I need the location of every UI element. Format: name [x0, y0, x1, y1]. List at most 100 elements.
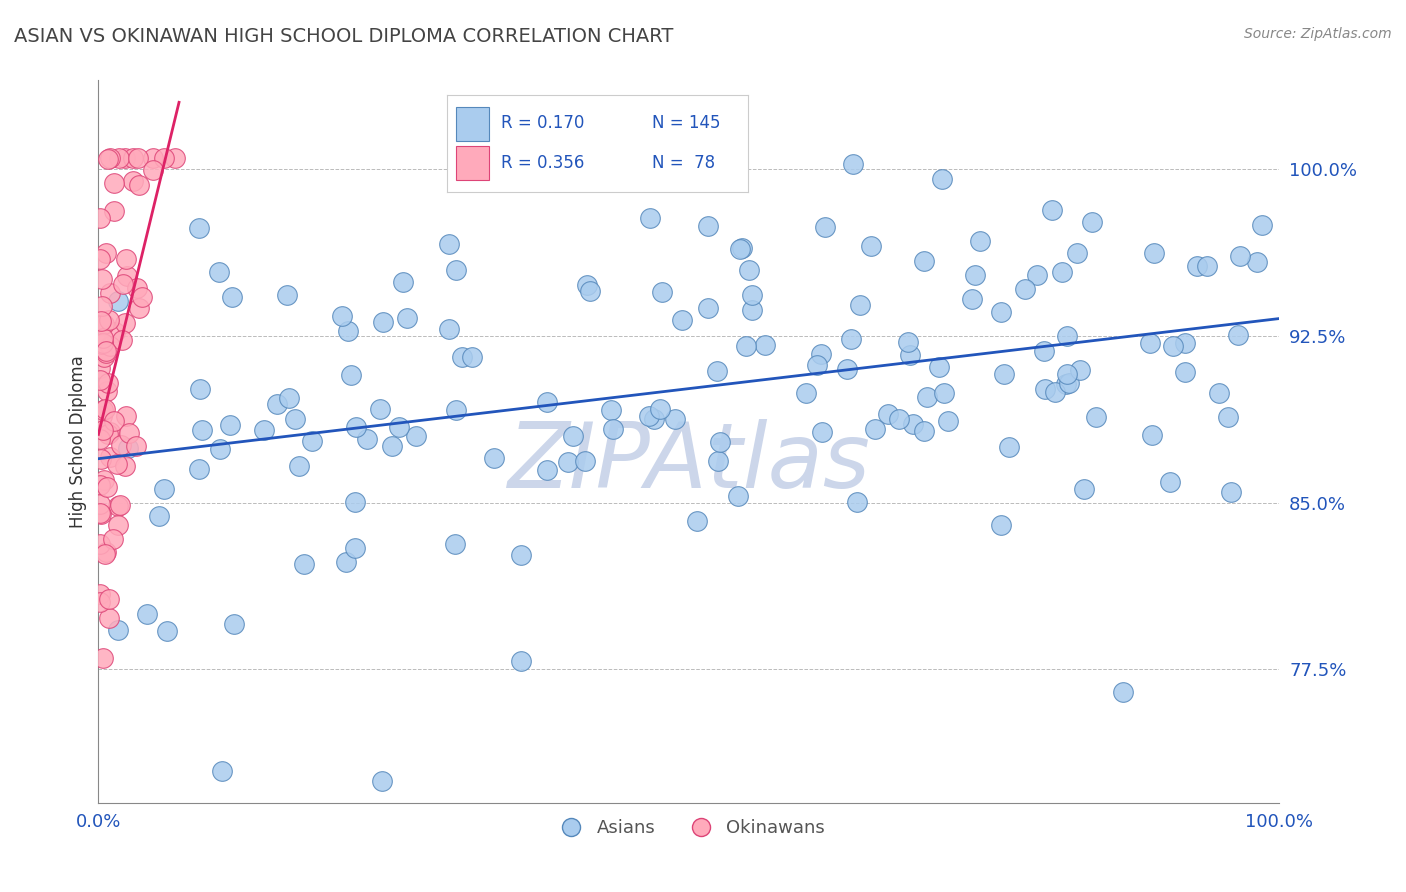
Point: [1246, 255, 1268, 269]
Point: [301, 434, 323, 448]
Point: [1081, 215, 1104, 229]
Point: [276, 288, 298, 302]
Point: [89, 432, 111, 446]
Point: [1139, 335, 1161, 350]
Point: [292, 557, 315, 571]
Point: [211, 764, 233, 778]
Point: [118, 426, 141, 441]
Point: [931, 172, 953, 186]
Point: [602, 422, 624, 436]
Point: [96, 480, 118, 494]
Point: [188, 382, 211, 396]
Point: [651, 285, 673, 299]
Point: [842, 157, 865, 171]
Point: [89, 478, 111, 492]
Point: [114, 316, 136, 330]
Point: [98, 425, 121, 439]
Point: [574, 454, 596, 468]
Point: [371, 315, 394, 329]
Point: [121, 151, 143, 165]
Point: [1052, 265, 1074, 279]
Point: [89, 373, 111, 387]
Point: [1035, 382, 1057, 396]
Point: [741, 288, 763, 302]
Point: [860, 238, 883, 252]
Point: [1195, 260, 1218, 274]
Point: [288, 458, 311, 473]
Point: [638, 211, 661, 225]
Point: [89, 497, 111, 511]
Point: [89, 506, 111, 520]
Point: [928, 360, 950, 375]
Point: [1219, 484, 1241, 499]
Point: [1069, 363, 1091, 377]
Point: [94, 346, 117, 360]
Text: Source: ZipAtlas.com: Source: ZipAtlas.com: [1244, 27, 1392, 41]
Point: [1033, 344, 1056, 359]
Point: [96, 384, 118, 399]
Point: [794, 386, 817, 401]
Point: [741, 303, 763, 318]
Point: [960, 293, 983, 307]
Point: [664, 412, 686, 426]
Point: [1066, 245, 1088, 260]
Point: [96, 545, 118, 559]
Point: [638, 409, 661, 424]
Point: [142, 163, 165, 178]
Point: [153, 151, 176, 165]
Point: [510, 548, 533, 562]
Point: [188, 462, 211, 476]
Point: [696, 301, 718, 315]
Point: [1159, 475, 1181, 489]
Point: [142, 151, 165, 165]
Point: [108, 151, 131, 165]
Point: [110, 438, 132, 452]
Point: [125, 439, 148, 453]
Point: [1226, 328, 1249, 343]
Point: [90, 272, 112, 286]
Point: [536, 395, 558, 409]
Point: [284, 411, 307, 425]
Point: [105, 458, 128, 472]
Point: [107, 517, 129, 532]
Point: [814, 220, 837, 235]
Point: [93, 473, 115, 487]
Point: [153, 483, 176, 497]
Text: ZIPAtlas: ZIPAtlas: [508, 419, 870, 508]
Point: [103, 413, 125, 427]
Point: [131, 290, 153, 304]
Point: [938, 414, 960, 428]
Point: [91, 423, 114, 437]
Point: [90, 336, 112, 351]
Point: [387, 420, 409, 434]
Point: [356, 432, 378, 446]
Point: [391, 276, 413, 290]
Point: [253, 423, 276, 437]
Point: [671, 312, 693, 326]
Point: [90, 299, 112, 313]
Point: [963, 268, 986, 282]
Point: [1174, 335, 1197, 350]
Point: [754, 338, 776, 352]
Point: [1161, 339, 1184, 353]
Point: [897, 335, 920, 350]
Point: [1208, 386, 1230, 401]
Point: [97, 376, 120, 390]
Point: [89, 252, 111, 266]
Point: [89, 337, 111, 351]
Point: [135, 607, 157, 621]
Point: [165, 151, 187, 165]
Point: [643, 412, 665, 426]
Point: [97, 427, 120, 442]
Point: [98, 339, 121, 353]
Point: [103, 203, 125, 218]
Point: [381, 439, 404, 453]
Point: [482, 451, 505, 466]
Point: [128, 301, 150, 315]
Point: [190, 423, 212, 437]
Point: [90, 314, 112, 328]
Point: [125, 281, 148, 295]
Point: [101, 532, 124, 546]
Point: [221, 291, 243, 305]
Point: [344, 495, 367, 509]
